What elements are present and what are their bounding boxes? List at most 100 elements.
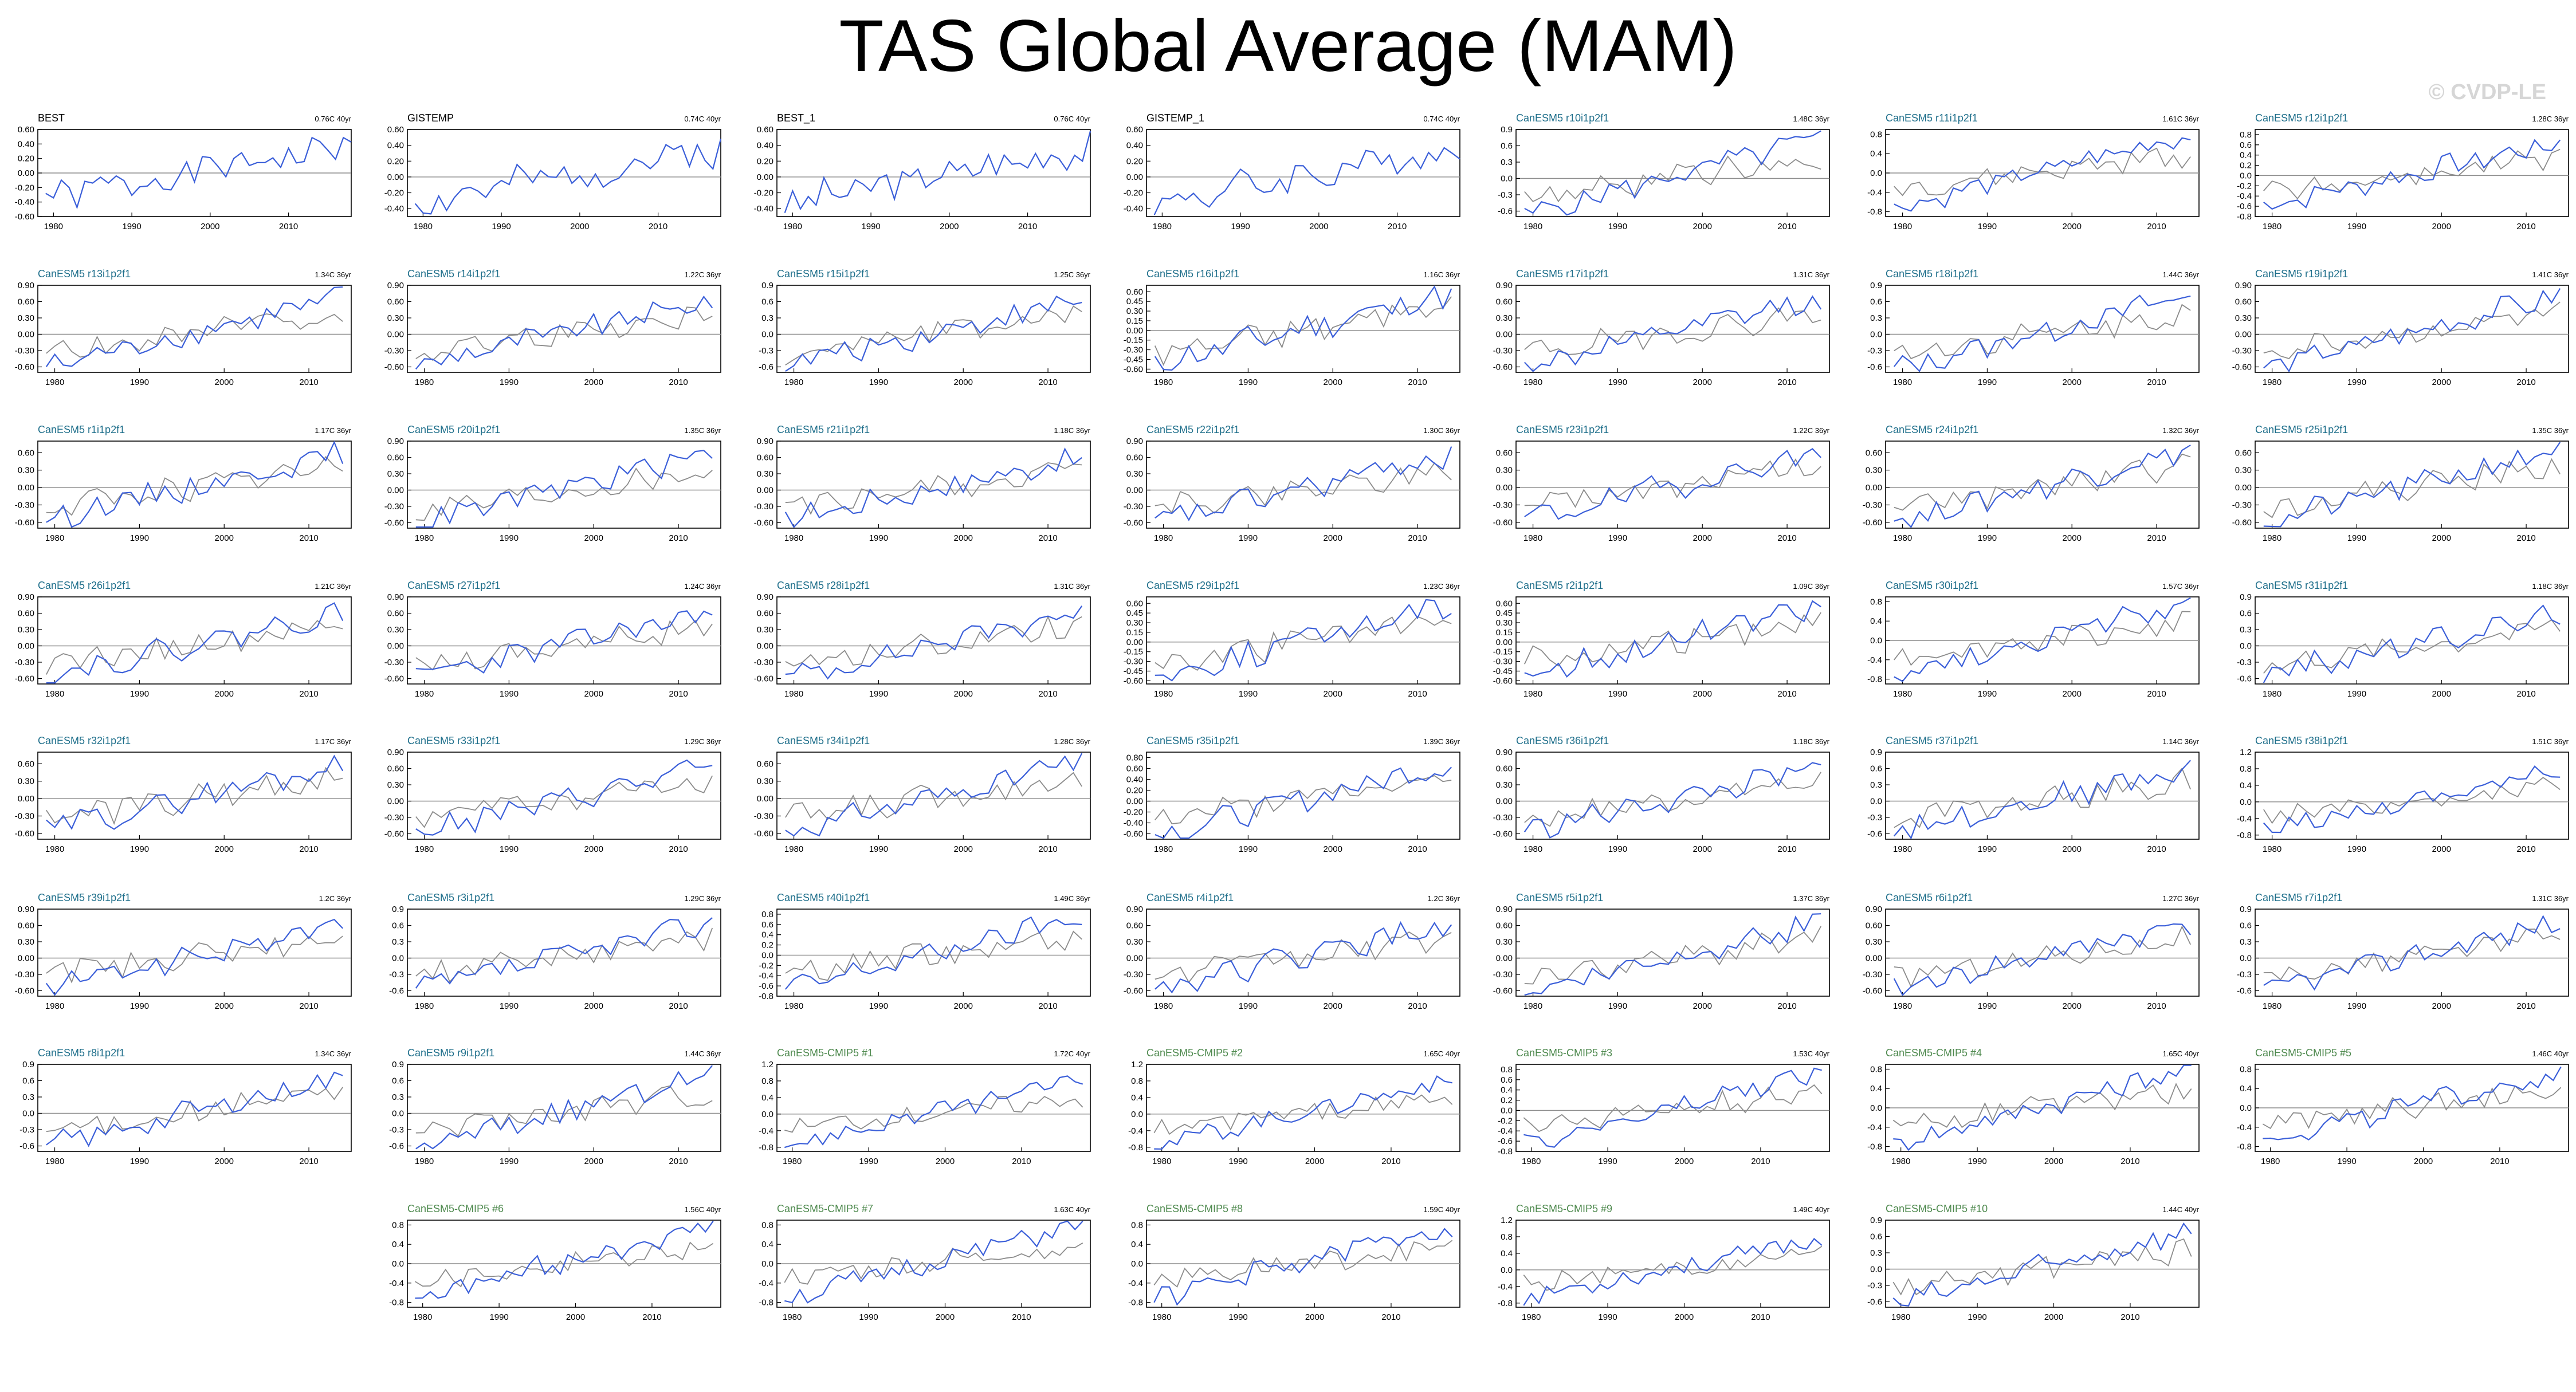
panel-trend-label: 1.49C 36yr	[1054, 894, 1090, 903]
y-tick-label: -0.30	[1493, 500, 1513, 510]
plot-frame	[776, 1064, 1091, 1152]
x-tick-label: 2000	[1324, 689, 1342, 699]
y-tick-label: 0.90	[387, 748, 404, 757]
observed-series-line	[1524, 155, 1821, 203]
line-chart: 0.60 0.30 0.00 -0.30 -0.60 1980 1990 2000 2010	[1493, 441, 1830, 543]
x-tick-label: 2010	[1777, 222, 1796, 231]
panel-title: CanESM5-CMIP5 #4	[1886, 1047, 1982, 1059]
observed-series-line	[415, 620, 713, 671]
x-tick-label: 1980	[1154, 533, 1173, 543]
y-tick-label: 0.00	[387, 172, 404, 182]
y-tick-label: -0.30	[1493, 346, 1513, 356]
plot-frame	[1515, 752, 1830, 840]
x-tick-label: 2010	[1012, 1312, 1031, 1322]
x-tick-label: 1990	[1608, 1001, 1627, 1011]
y-tick-label: 0.30	[757, 625, 773, 635]
observed-series-line	[1894, 925, 2192, 988]
series-line	[415, 759, 713, 836]
series-line	[1893, 1064, 2192, 1151]
y-tick-label: 0.00	[1126, 638, 1143, 647]
chart-panel: CanESM5 r23i1p2f1 1.22C 36yr 0.60 0.30 0.00 -…	[1493, 416, 1832, 551]
x-tick-label: 2010	[1751, 1157, 1770, 1166]
x-tick-label: 1990	[1608, 222, 1627, 231]
observed-series-line	[1894, 453, 2191, 511]
y-tick-label: 0.45	[1496, 608, 1513, 618]
y-tick-label: -0.3	[389, 1125, 404, 1135]
y-tick-label: -0.60	[754, 518, 773, 528]
line-chart: 0.90 0.60 0.30 0.00 -0.30 -0.60 1980 1990 2000 20…	[384, 592, 721, 699]
y-tick-label: -0.8	[1867, 1142, 1882, 1152]
y-tick-label: 0.0	[2240, 954, 2252, 964]
x-tick-label: 2000	[2063, 533, 2082, 543]
x-tick-label: 2000	[1324, 378, 1342, 387]
y-tick-label: 0.4	[1870, 616, 1882, 626]
panel-title: CanESM5-CMIP5 #6	[407, 1203, 504, 1214]
series-line	[784, 131, 1091, 213]
y-tick-label: 0.9	[2240, 592, 2252, 602]
x-tick-label: 1990	[2347, 378, 2366, 387]
chart-panel: CanESM5 r37i1p2f1 1.14C 36yr 0.9 0.6 0.3 0.0 -…	[1867, 727, 2201, 862]
line-chart: 0.90 0.60 0.30 0.00 -0.30 -0.60 1980 1990 2000 20…	[1493, 748, 1830, 854]
y-tick-label: 0.6	[1501, 141, 1513, 151]
x-tick-label: 2010	[1381, 1312, 1400, 1322]
observed-series-line	[46, 1087, 343, 1136]
x-tick-label: 2010	[669, 689, 688, 699]
y-tick-label: -0.8	[389, 1298, 404, 1308]
series-line	[2263, 1066, 2562, 1141]
plot-frame	[1515, 1064, 1830, 1152]
x-tick-label: 1980	[1154, 1001, 1173, 1011]
observed-series-line	[415, 927, 713, 983]
y-tick-label: 0.30	[1496, 618, 1513, 628]
x-tick-label: 1990	[2347, 689, 2366, 699]
series-line	[2263, 604, 2561, 683]
y-tick-label: 0.90	[18, 281, 34, 290]
series-line	[46, 602, 344, 684]
line-chart: 0.90 0.60 0.30 0.00 -0.30 -0.60 1980 1990 2000 20…	[1863, 905, 2200, 1011]
y-tick-label: 0.3	[1870, 780, 1882, 790]
y-tick-label: 0.40	[1126, 775, 1143, 785]
chart-panel: CanESM5 r29i1p2f1 1.23C 36yr 0.60 0.45 0.30 0…	[1124, 572, 1462, 707]
chart-panel: CanESM5 r2i1p2f1 1.09C 36yr 0.60 0.45 0.30 0.…	[1493, 572, 1832, 707]
y-tick-label: -0.8	[2237, 831, 2252, 840]
y-tick-label: 0.20	[18, 154, 34, 164]
x-tick-label: 1980	[784, 689, 803, 699]
y-tick-label: 0.4	[1131, 1240, 1143, 1249]
y-tick-label: 0.90	[1126, 437, 1143, 446]
y-tick-label: 0.0	[1131, 1259, 1143, 1269]
observed-series-line	[415, 306, 713, 361]
x-tick-label: 2010	[2121, 1157, 2139, 1166]
x-tick-label: 2010	[1408, 689, 1427, 699]
panel-title: CanESM5 r12i1p2f1	[2255, 112, 2349, 124]
panel-trend-label: 1.37C 36yr	[1793, 894, 1829, 903]
chart-panel: CanESM5 r38i1p2f1 1.51C 36yr 1.2 0.8 0.4 0.0 -…	[2237, 727, 2571, 862]
y-tick-label: -0.30	[15, 811, 34, 821]
series-line	[2263, 765, 2561, 833]
x-tick-label: 2010	[1012, 1157, 1031, 1166]
y-tick-label: 0.40	[757, 141, 773, 151]
line-chart: 0.9 0.6 0.3 0.0 -0.3 -0.6 1980 1990 2000 2010	[1498, 125, 1830, 231]
y-tick-label: 0.60	[387, 125, 404, 135]
y-tick-label: 0.30	[757, 777, 773, 787]
observed-series-line	[1524, 307, 1821, 355]
x-tick-label: 2000	[1324, 844, 1342, 854]
panel-title: CanESM5 r31i1p2f1	[2255, 580, 2349, 591]
y-tick-label: 0.4	[2240, 1084, 2252, 1094]
x-tick-label: 1980	[1153, 222, 1172, 231]
panel-title: CanESM5 r13i1p2f1	[38, 268, 131, 280]
line-chart: 0.80.60.40.20.0-0.2-0.4-0.6-0.8 1980 1990 2…	[2237, 129, 2569, 231]
x-tick-label: 2000	[570, 222, 589, 231]
x-tick-label: 1990	[2347, 222, 2366, 231]
panel-title: GISTEMP_1	[1146, 112, 1205, 124]
y-tick-label: 0.45	[1126, 297, 1143, 306]
x-tick-label: 1980	[44, 222, 63, 231]
panel-title: CanESM5 r11i1p2f1	[1886, 112, 1978, 124]
x-tick-label: 1990	[1608, 533, 1627, 543]
x-tick-label: 2000	[215, 1157, 234, 1166]
plot-frame	[37, 441, 352, 529]
y-tick-label: -0.6	[389, 1142, 404, 1151]
line-chart: 0.90 0.60 0.30 0.00 -0.30 -0.60 1980 1990 2000 20…	[15, 281, 352, 387]
plot-frame	[1146, 1064, 1460, 1152]
chart-panel: CanESM5 r21i1p2f1 1.18C 36yr 0.90 0.60 0.30 0…	[754, 416, 1093, 551]
y-tick-label: -0.2	[2237, 181, 2252, 191]
y-tick-label: 0.60	[387, 297, 404, 307]
